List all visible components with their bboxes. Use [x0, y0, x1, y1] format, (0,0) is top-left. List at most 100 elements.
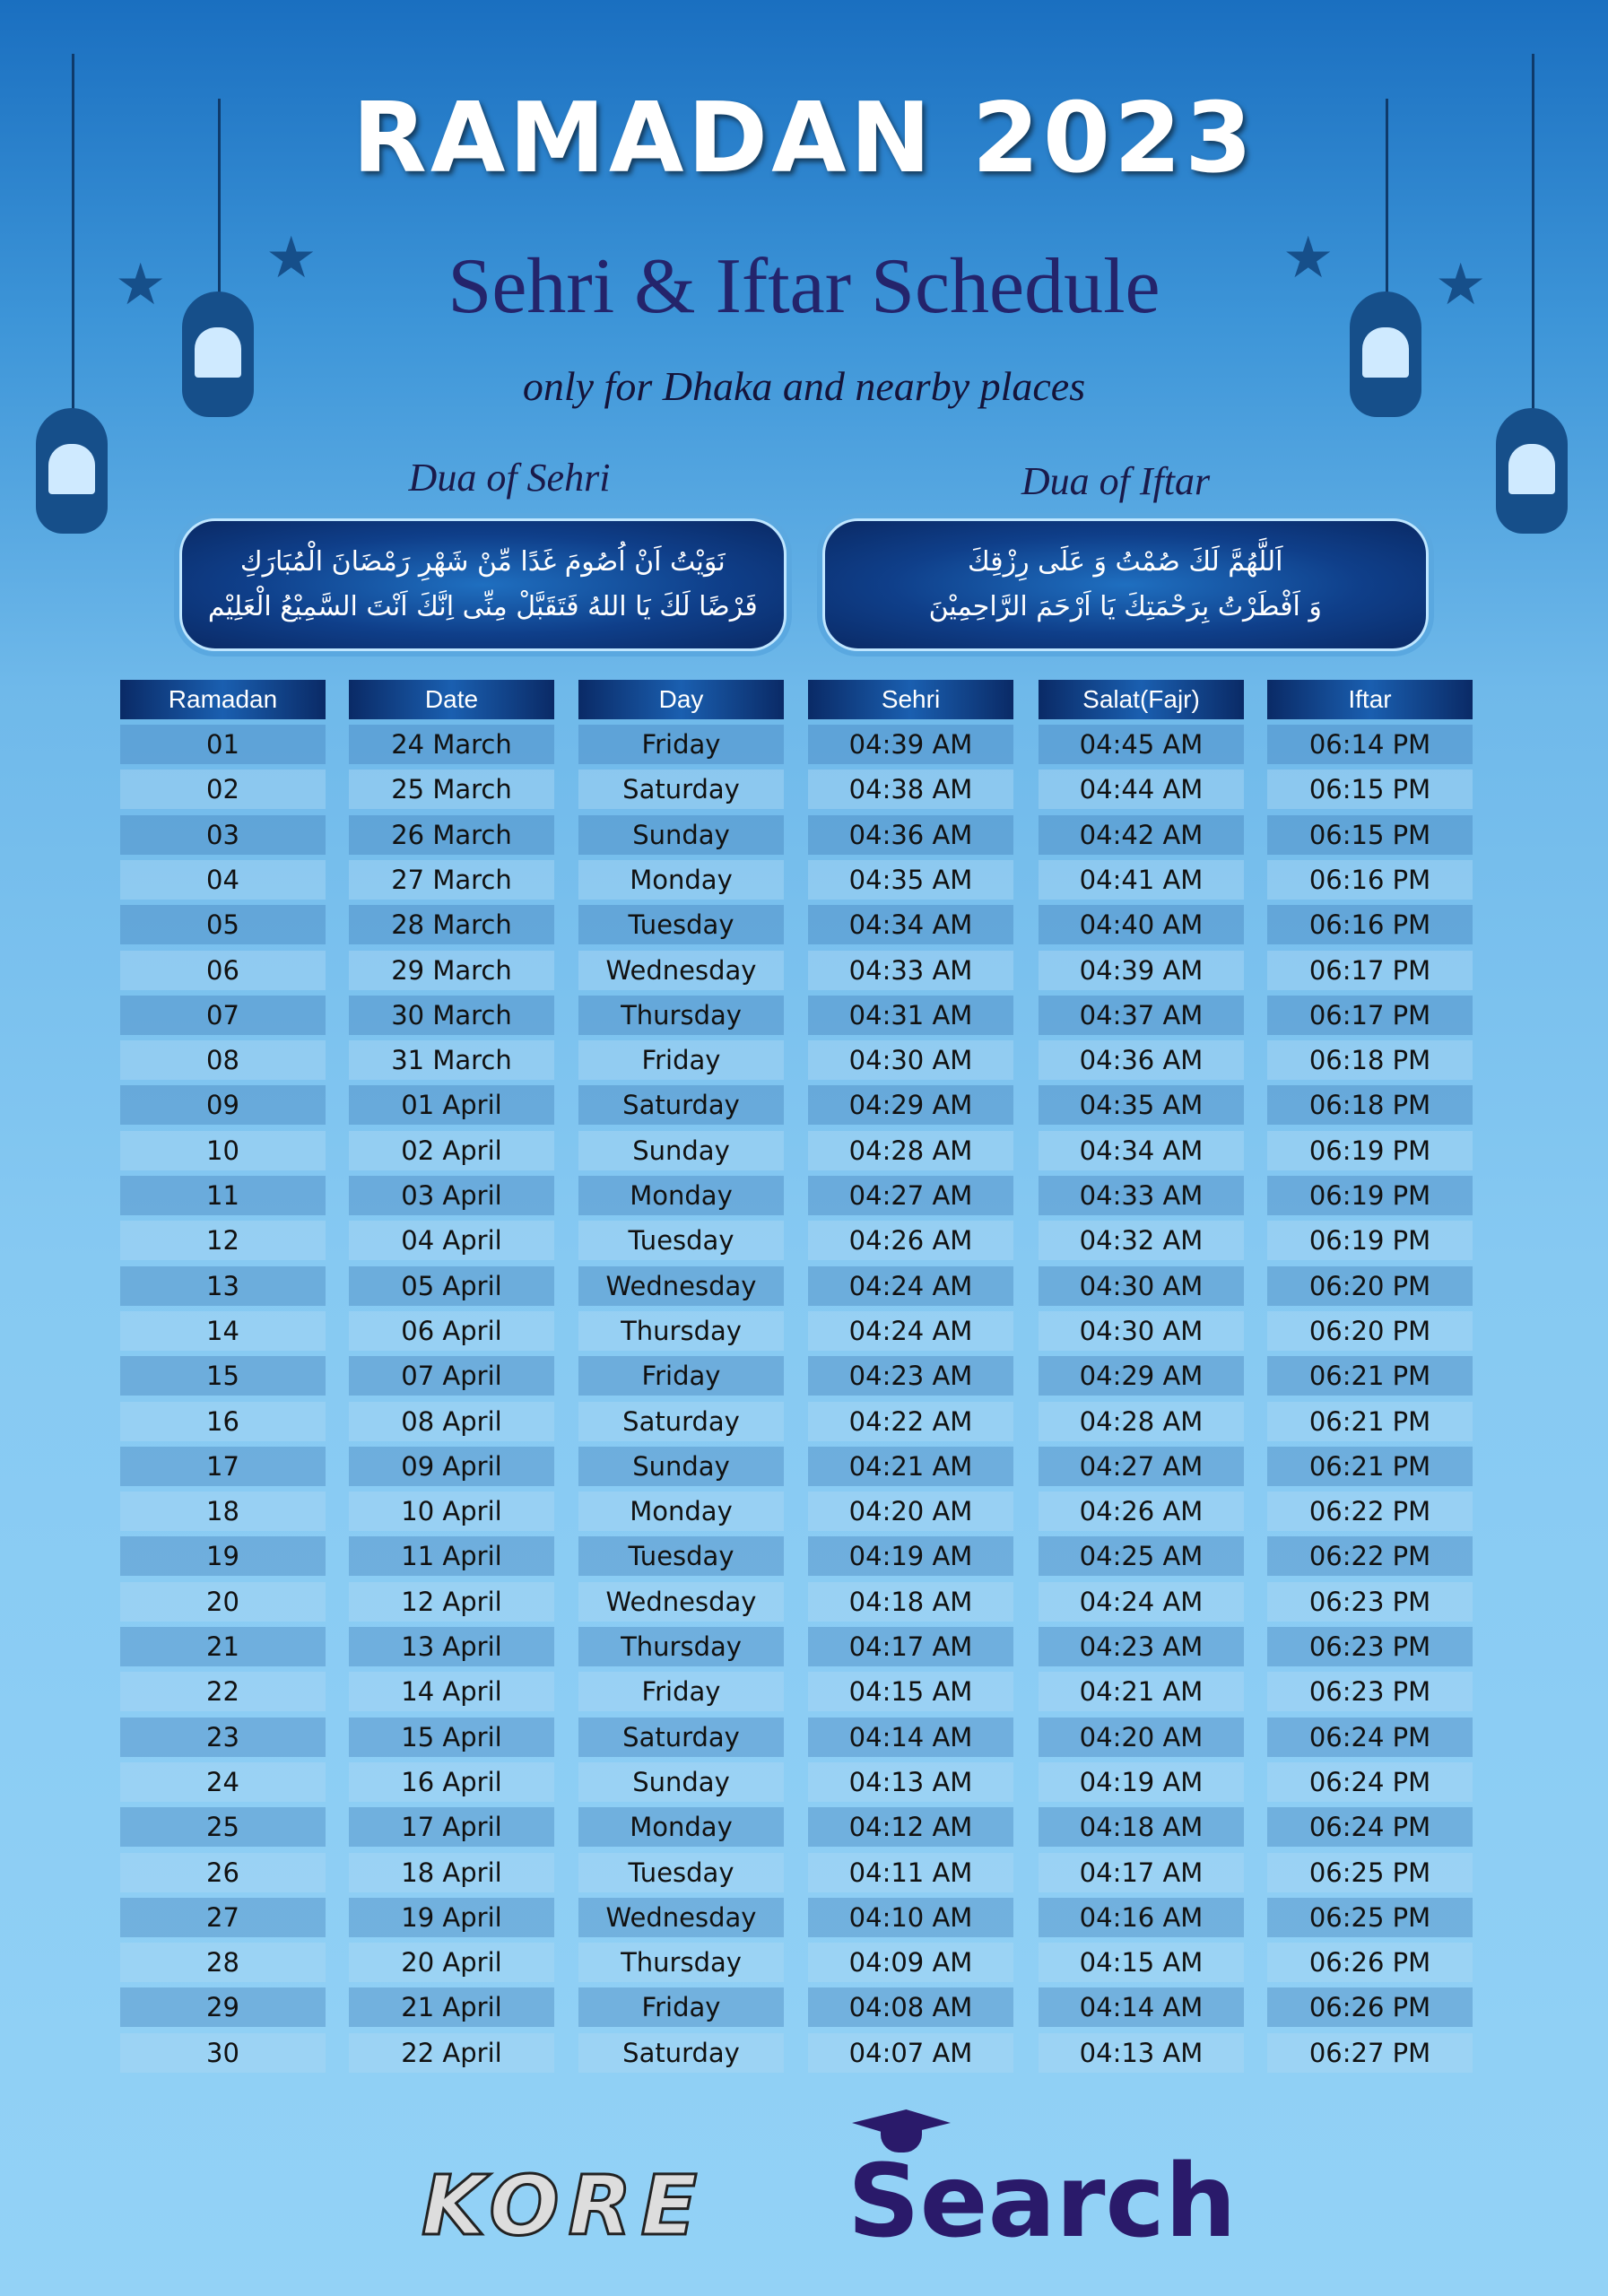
- cell-sehri: 04:29 AM: [808, 1085, 1013, 1126]
- cell-fajr: 04:36 AM: [1039, 1040, 1244, 1081]
- cell-fajr: 04:34 AM: [1039, 1130, 1244, 1170]
- cell-ramadan: 08: [120, 1040, 326, 1081]
- column-header-ramadan: Ramadan: [120, 680, 326, 719]
- column-header-sehri: Sehri: [808, 680, 1013, 719]
- cell-sehri: 04:07 AM: [808, 2032, 1013, 2073]
- cell-date: 08 April: [349, 1401, 554, 1441]
- cell-date: 14 April: [349, 1672, 554, 1712]
- cell-day: Wednesday: [578, 1897, 784, 1937]
- cell-ramadan: 30: [120, 2032, 326, 2073]
- cell-fajr: 04:45 AM: [1039, 725, 1244, 764]
- cell-fajr: 04:24 AM: [1039, 1581, 1244, 1622]
- lantern-icon: [1496, 408, 1568, 534]
- star-icon: ★: [115, 252, 167, 317]
- cell-fajr: 04:14 AM: [1039, 1987, 1244, 2028]
- cell-sehri: 04:13 AM: [808, 1761, 1013, 1802]
- cell-day: Wednesday: [578, 1265, 784, 1306]
- cell-fajr: 04:30 AM: [1039, 1310, 1244, 1351]
- cell-ramadan: 05: [120, 905, 326, 945]
- cell-fajr: 04:39 AM: [1039, 950, 1244, 990]
- cell-sehri: 04:23 AM: [808, 1356, 1013, 1396]
- cell-iftar: 06:20 PM: [1267, 1310, 1473, 1351]
- cell-sehri: 04:27 AM: [808, 1176, 1013, 1215]
- cell-day: Sunday: [578, 1761, 784, 1802]
- cell-day: Saturday: [578, 2032, 784, 2073]
- cell-day: Tuesday: [578, 905, 784, 945]
- cell-iftar: 06:22 PM: [1267, 1536, 1473, 1577]
- cell-sehri: 04:20 AM: [808, 1492, 1013, 1532]
- cell-fajr: 04:20 AM: [1039, 1717, 1244, 1757]
- cell-fajr: 04:23 AM: [1039, 1627, 1244, 1666]
- cell-fajr: 04:28 AM: [1039, 1401, 1244, 1441]
- cell-ramadan: 10: [120, 1130, 326, 1170]
- cell-sehri: 04:08 AM: [808, 1987, 1013, 2028]
- cell-sehri: 04:31 AM: [808, 995, 1013, 1035]
- cell-fajr: 04:35 AM: [1039, 1085, 1244, 1126]
- cell-ramadan: 06: [120, 950, 326, 990]
- cell-fajr: 04:16 AM: [1039, 1897, 1244, 1937]
- cell-ramadan: 19: [120, 1536, 326, 1577]
- cell-ramadan: 24: [120, 1761, 326, 1802]
- cell-date: 09 April: [349, 1446, 554, 1486]
- cell-date: 01 April: [349, 1085, 554, 1126]
- cell-ramadan: 16: [120, 1401, 326, 1441]
- cell-day: Wednesday: [578, 950, 784, 990]
- cell-date: 31 March: [349, 1040, 554, 1081]
- column-header-fajr: Salat(Fajr): [1039, 680, 1244, 719]
- cell-ramadan: 04: [120, 859, 326, 900]
- cell-day: Thursday: [578, 1310, 784, 1351]
- cell-day: Tuesday: [578, 1852, 784, 1892]
- cell-iftar: 06:15 PM: [1267, 770, 1473, 810]
- star-icon: ★: [1282, 225, 1334, 290]
- lantern-chain: [1532, 54, 1534, 413]
- cell-day: Tuesday: [578, 1536, 784, 1577]
- cell-iftar: 06:17 PM: [1267, 950, 1473, 990]
- cell-day: Monday: [578, 1492, 784, 1532]
- dua-sehri-line: فَرْضًا لَكَ يَا اللهُ فَتَقَبَّلْ مِنِّ…: [207, 591, 758, 622]
- cell-sehri: 04:14 AM: [808, 1717, 1013, 1757]
- column-header-iftar: Iftar: [1267, 680, 1473, 719]
- cell-iftar: 06:23 PM: [1267, 1581, 1473, 1622]
- cell-ramadan: 03: [120, 814, 326, 855]
- cell-date: 26 March: [349, 814, 554, 855]
- cell-date: 20 April: [349, 1943, 554, 1983]
- cell-date: 17 April: [349, 1807, 554, 1848]
- cell-sehri: 04:11 AM: [808, 1852, 1013, 1892]
- cell-ramadan: 01: [120, 725, 326, 764]
- page-subtitle: Sehri & Iftar Schedule: [448, 243, 1160, 330]
- cell-fajr: 04:40 AM: [1039, 905, 1244, 945]
- cell-iftar: 06:21 PM: [1267, 1446, 1473, 1486]
- cell-day: Monday: [578, 1807, 784, 1848]
- cell-sehri: 04:19 AM: [808, 1536, 1013, 1577]
- cell-sehri: 04:24 AM: [808, 1310, 1013, 1351]
- cell-iftar: 06:25 PM: [1267, 1897, 1473, 1937]
- cell-iftar: 06:18 PM: [1267, 1040, 1473, 1081]
- cell-sehri: 04:17 AM: [808, 1627, 1013, 1666]
- cell-sehri: 04:22 AM: [808, 1401, 1013, 1441]
- cell-sehri: 04:33 AM: [808, 950, 1013, 990]
- cell-fajr: 04:15 AM: [1039, 1943, 1244, 1983]
- cell-sehri: 04:35 AM: [808, 859, 1013, 900]
- star-icon: ★: [1435, 252, 1487, 317]
- lantern-chain: [218, 99, 221, 296]
- column-header-date: Date: [349, 680, 554, 719]
- cell-sehri: 04:24 AM: [808, 1265, 1013, 1306]
- lantern-chain: [1386, 99, 1388, 296]
- cell-date: 30 March: [349, 995, 554, 1035]
- cell-iftar: 06:21 PM: [1267, 1401, 1473, 1441]
- cell-day: Thursday: [578, 1943, 784, 1983]
- star-icon: ★: [265, 225, 317, 290]
- cell-fajr: 04:19 AM: [1039, 1761, 1244, 1802]
- cell-date: 07 April: [349, 1356, 554, 1396]
- cell-fajr: 04:33 AM: [1039, 1176, 1244, 1215]
- cell-iftar: 06:19 PM: [1267, 1130, 1473, 1170]
- cell-date: 29 March: [349, 950, 554, 990]
- cell-day: Thursday: [578, 995, 784, 1035]
- cell-sehri: 04:15 AM: [808, 1672, 1013, 1712]
- cell-day: Sunday: [578, 1446, 784, 1486]
- page-title: RAMADAN 2023: [352, 83, 1256, 195]
- cell-date: 13 April: [349, 1627, 554, 1666]
- cell-ramadan: 18: [120, 1492, 326, 1532]
- cell-iftar: 06:14 PM: [1267, 725, 1473, 764]
- cell-day: Friday: [578, 1040, 784, 1081]
